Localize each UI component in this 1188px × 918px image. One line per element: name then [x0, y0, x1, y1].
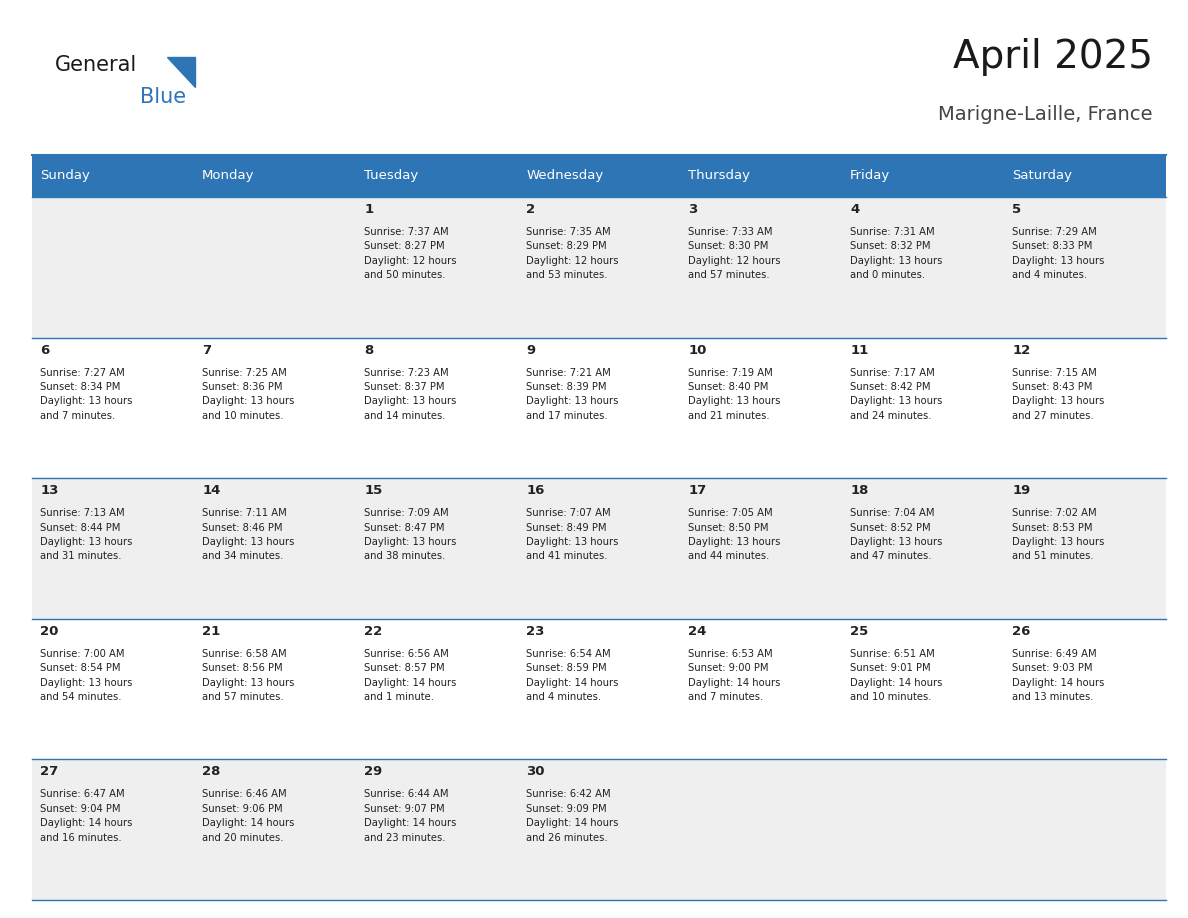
- Text: Sunrise: 6:56 AM
Sunset: 8:57 PM
Daylight: 14 hours
and 1 minute.: Sunrise: 6:56 AM Sunset: 8:57 PM Dayligh…: [364, 649, 456, 702]
- Text: Sunrise: 7:25 AM
Sunset: 8:36 PM
Daylight: 13 hours
and 10 minutes.: Sunrise: 7:25 AM Sunset: 8:36 PM Dayligh…: [202, 367, 295, 420]
- Text: Marigne-Laille, France: Marigne-Laille, France: [939, 105, 1154, 124]
- Text: 10: 10: [688, 343, 707, 356]
- Text: 12: 12: [1012, 343, 1030, 356]
- Text: 19: 19: [1012, 484, 1030, 498]
- Text: Sunrise: 7:35 AM
Sunset: 8:29 PM
Daylight: 12 hours
and 53 minutes.: Sunrise: 7:35 AM Sunset: 8:29 PM Dayligh…: [526, 227, 619, 280]
- Text: Sunrise: 7:02 AM
Sunset: 8:53 PM
Daylight: 13 hours
and 51 minutes.: Sunrise: 7:02 AM Sunset: 8:53 PM Dayligh…: [1012, 509, 1105, 562]
- Text: Blue: Blue: [140, 87, 187, 107]
- Text: Sunday: Sunday: [40, 170, 90, 183]
- Text: Sunrise: 6:46 AM
Sunset: 9:06 PM
Daylight: 14 hours
and 20 minutes.: Sunrise: 6:46 AM Sunset: 9:06 PM Dayligh…: [202, 789, 295, 843]
- Text: Friday: Friday: [851, 170, 890, 183]
- Text: 13: 13: [40, 484, 58, 498]
- Text: 20: 20: [40, 625, 58, 638]
- Text: Sunrise: 7:29 AM
Sunset: 8:33 PM
Daylight: 13 hours
and 4 minutes.: Sunrise: 7:29 AM Sunset: 8:33 PM Dayligh…: [1012, 227, 1105, 280]
- Text: Tuesday: Tuesday: [364, 170, 418, 183]
- Text: 25: 25: [851, 625, 868, 638]
- Text: 14: 14: [202, 484, 221, 498]
- Text: Sunrise: 7:04 AM
Sunset: 8:52 PM
Daylight: 13 hours
and 47 minutes.: Sunrise: 7:04 AM Sunset: 8:52 PM Dayligh…: [851, 509, 942, 562]
- Text: Sunrise: 7:21 AM
Sunset: 8:39 PM
Daylight: 13 hours
and 17 minutes.: Sunrise: 7:21 AM Sunset: 8:39 PM Dayligh…: [526, 367, 619, 420]
- Text: Sunrise: 7:15 AM
Sunset: 8:43 PM
Daylight: 13 hours
and 27 minutes.: Sunrise: 7:15 AM Sunset: 8:43 PM Dayligh…: [1012, 367, 1105, 420]
- Text: Sunrise: 6:47 AM
Sunset: 9:04 PM
Daylight: 14 hours
and 16 minutes.: Sunrise: 6:47 AM Sunset: 9:04 PM Dayligh…: [40, 789, 133, 843]
- Text: 26: 26: [1012, 625, 1030, 638]
- Bar: [32, 197, 1165, 338]
- Text: 23: 23: [526, 625, 544, 638]
- Text: Sunrise: 6:53 AM
Sunset: 9:00 PM
Daylight: 14 hours
and 7 minutes.: Sunrise: 6:53 AM Sunset: 9:00 PM Dayligh…: [688, 649, 781, 702]
- Text: Sunrise: 7:31 AM
Sunset: 8:32 PM
Daylight: 13 hours
and 0 minutes.: Sunrise: 7:31 AM Sunset: 8:32 PM Dayligh…: [851, 227, 942, 280]
- Text: 6: 6: [40, 343, 50, 356]
- Text: Saturday: Saturday: [1012, 170, 1072, 183]
- Text: Wednesday: Wednesday: [526, 170, 604, 183]
- Text: 24: 24: [688, 625, 707, 638]
- Text: April 2025: April 2025: [953, 38, 1154, 76]
- Text: Sunrise: 6:42 AM
Sunset: 9:09 PM
Daylight: 14 hours
and 26 minutes.: Sunrise: 6:42 AM Sunset: 9:09 PM Dayligh…: [526, 789, 619, 843]
- Bar: [32, 759, 1165, 900]
- Text: 8: 8: [364, 343, 373, 356]
- Text: 5: 5: [1012, 203, 1022, 216]
- Text: 16: 16: [526, 484, 544, 498]
- Text: Sunrise: 6:58 AM
Sunset: 8:56 PM
Daylight: 13 hours
and 57 minutes.: Sunrise: 6:58 AM Sunset: 8:56 PM Dayligh…: [202, 649, 295, 702]
- Text: Sunrise: 6:49 AM
Sunset: 9:03 PM
Daylight: 14 hours
and 13 minutes.: Sunrise: 6:49 AM Sunset: 9:03 PM Dayligh…: [1012, 649, 1105, 702]
- Text: Sunrise: 6:44 AM
Sunset: 9:07 PM
Daylight: 14 hours
and 23 minutes.: Sunrise: 6:44 AM Sunset: 9:07 PM Dayligh…: [364, 789, 456, 843]
- Text: 28: 28: [202, 766, 221, 778]
- Text: 21: 21: [202, 625, 220, 638]
- Bar: [32, 338, 1165, 478]
- Text: Sunrise: 7:19 AM
Sunset: 8:40 PM
Daylight: 13 hours
and 21 minutes.: Sunrise: 7:19 AM Sunset: 8:40 PM Dayligh…: [688, 367, 781, 420]
- Text: 7: 7: [202, 343, 211, 356]
- Text: Sunrise: 7:09 AM
Sunset: 8:47 PM
Daylight: 13 hours
and 38 minutes.: Sunrise: 7:09 AM Sunset: 8:47 PM Dayligh…: [364, 509, 456, 562]
- Text: Sunrise: 7:33 AM
Sunset: 8:30 PM
Daylight: 12 hours
and 57 minutes.: Sunrise: 7:33 AM Sunset: 8:30 PM Dayligh…: [688, 227, 781, 280]
- Text: 15: 15: [364, 484, 383, 498]
- Text: 1: 1: [364, 203, 373, 216]
- Text: 22: 22: [364, 625, 383, 638]
- Text: 3: 3: [688, 203, 697, 216]
- Bar: [32, 619, 1165, 759]
- Text: Sunrise: 7:23 AM
Sunset: 8:37 PM
Daylight: 13 hours
and 14 minutes.: Sunrise: 7:23 AM Sunset: 8:37 PM Dayligh…: [364, 367, 456, 420]
- Text: 18: 18: [851, 484, 868, 498]
- Text: Monday: Monday: [202, 170, 254, 183]
- Text: Sunrise: 7:00 AM
Sunset: 8:54 PM
Daylight: 13 hours
and 54 minutes.: Sunrise: 7:00 AM Sunset: 8:54 PM Dayligh…: [40, 649, 133, 702]
- Text: Sunrise: 6:51 AM
Sunset: 9:01 PM
Daylight: 14 hours
and 10 minutes.: Sunrise: 6:51 AM Sunset: 9:01 PM Dayligh…: [851, 649, 942, 702]
- Text: Sunrise: 7:17 AM
Sunset: 8:42 PM
Daylight: 13 hours
and 24 minutes.: Sunrise: 7:17 AM Sunset: 8:42 PM Dayligh…: [851, 367, 942, 420]
- Bar: [32, 155, 1165, 197]
- Text: Sunrise: 7:27 AM
Sunset: 8:34 PM
Daylight: 13 hours
and 7 minutes.: Sunrise: 7:27 AM Sunset: 8:34 PM Dayligh…: [40, 367, 133, 420]
- Text: 17: 17: [688, 484, 707, 498]
- Text: Sunrise: 6:54 AM
Sunset: 8:59 PM
Daylight: 14 hours
and 4 minutes.: Sunrise: 6:54 AM Sunset: 8:59 PM Dayligh…: [526, 649, 619, 702]
- Text: Sunrise: 7:11 AM
Sunset: 8:46 PM
Daylight: 13 hours
and 34 minutes.: Sunrise: 7:11 AM Sunset: 8:46 PM Dayligh…: [202, 509, 295, 562]
- Text: 4: 4: [851, 203, 859, 216]
- Text: Sunrise: 7:05 AM
Sunset: 8:50 PM
Daylight: 13 hours
and 44 minutes.: Sunrise: 7:05 AM Sunset: 8:50 PM Dayligh…: [688, 509, 781, 562]
- Bar: [32, 478, 1165, 619]
- Text: Sunrise: 7:07 AM
Sunset: 8:49 PM
Daylight: 13 hours
and 41 minutes.: Sunrise: 7:07 AM Sunset: 8:49 PM Dayligh…: [526, 509, 619, 562]
- Text: General: General: [55, 55, 138, 75]
- Text: Sunrise: 7:13 AM
Sunset: 8:44 PM
Daylight: 13 hours
and 31 minutes.: Sunrise: 7:13 AM Sunset: 8:44 PM Dayligh…: [40, 509, 133, 562]
- Text: 30: 30: [526, 766, 544, 778]
- Text: 11: 11: [851, 343, 868, 356]
- Text: Thursday: Thursday: [688, 170, 750, 183]
- Text: 29: 29: [364, 766, 383, 778]
- Text: Sunrise: 7:37 AM
Sunset: 8:27 PM
Daylight: 12 hours
and 50 minutes.: Sunrise: 7:37 AM Sunset: 8:27 PM Dayligh…: [364, 227, 456, 280]
- Text: 2: 2: [526, 203, 536, 216]
- Polygon shape: [168, 57, 195, 87]
- Text: 9: 9: [526, 343, 536, 356]
- Text: 27: 27: [40, 766, 58, 778]
